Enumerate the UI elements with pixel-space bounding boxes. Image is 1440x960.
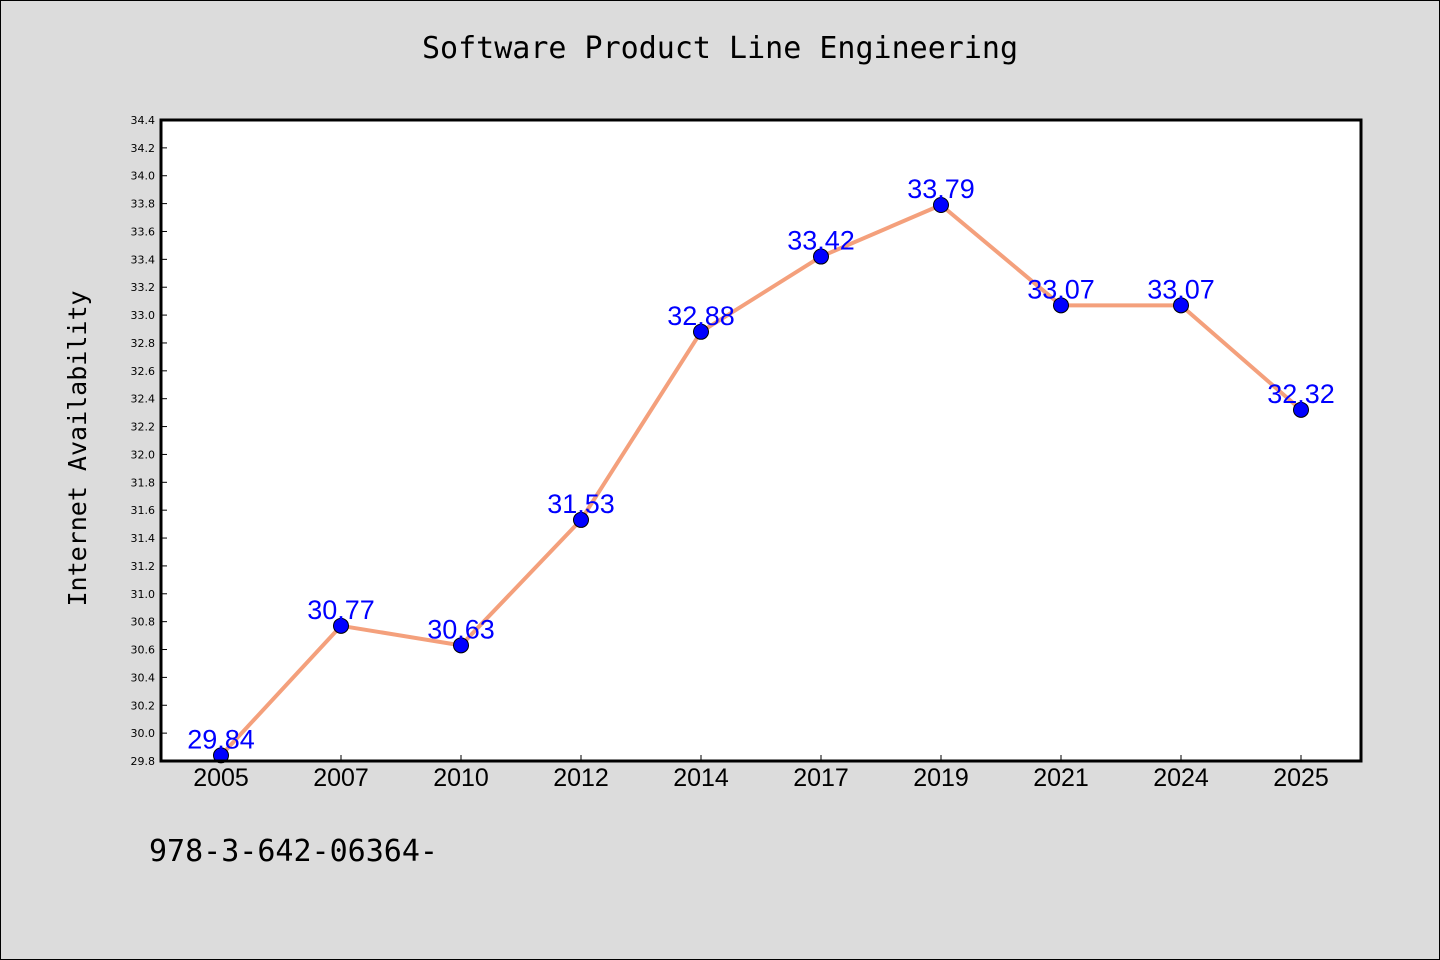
plot-area bbox=[161, 120, 1361, 761]
y-tick-label: 30.4 bbox=[131, 671, 156, 684]
data-label: 33.07 bbox=[1027, 274, 1095, 304]
y-tick-label: 31.4 bbox=[131, 532, 156, 545]
data-point bbox=[453, 637, 469, 654]
data-label: 30.63 bbox=[427, 614, 495, 644]
y-tick-label: 30.2 bbox=[131, 699, 156, 712]
x-tick-label: 2024 bbox=[1153, 764, 1209, 792]
y-tick-label: 31.0 bbox=[131, 588, 156, 601]
data-point bbox=[933, 197, 949, 214]
y-tick-label: 32.4 bbox=[131, 393, 156, 406]
data-point bbox=[573, 511, 589, 528]
x-tick-label: 2010 bbox=[433, 764, 489, 792]
data-label: 33.07 bbox=[1147, 274, 1215, 304]
y-tick-label: 33.4 bbox=[131, 253, 156, 266]
y-tick-label: 34.2 bbox=[131, 142, 156, 155]
y-tick-label: 30.0 bbox=[131, 727, 156, 740]
y-tick-label: 31.8 bbox=[131, 476, 156, 489]
data-label: 33.42 bbox=[787, 226, 855, 256]
data-point bbox=[333, 617, 349, 634]
x-tick-label: 2014 bbox=[673, 764, 729, 792]
y-tick-label: 33.2 bbox=[131, 281, 156, 294]
data-point bbox=[1173, 297, 1189, 314]
x-tick-label: 2007 bbox=[313, 764, 369, 792]
x-tick-label: 2012 bbox=[553, 764, 609, 792]
data-point bbox=[213, 747, 229, 764]
y-tick-label: 32.0 bbox=[131, 448, 156, 461]
data-label: 29.84 bbox=[187, 724, 255, 754]
data-label: 31.53 bbox=[547, 489, 615, 519]
y-tick-label: 31.2 bbox=[131, 560, 156, 573]
x-tick-label: 2019 bbox=[913, 764, 969, 792]
y-tick-label: 32.2 bbox=[131, 421, 156, 434]
plot-frame bbox=[159, 118, 1363, 763]
data-label: 32.32 bbox=[1267, 379, 1335, 409]
y-tick-label: 34.0 bbox=[131, 170, 156, 183]
data-point bbox=[1293, 401, 1309, 418]
data-point bbox=[693, 323, 709, 340]
y-tick-label: 31.6 bbox=[131, 504, 156, 517]
data-label: 30.77 bbox=[307, 595, 375, 625]
y-tick-label: 33.0 bbox=[131, 309, 156, 322]
y-tick-label: 32.6 bbox=[131, 365, 156, 378]
y-tick-label: 34.4 bbox=[131, 114, 156, 127]
y-axis-label: Internet Availability bbox=[63, 290, 92, 606]
y-tick-label: 33.6 bbox=[131, 225, 156, 238]
y-tick-label: 30.8 bbox=[131, 616, 156, 629]
x-tick-label: 2021 bbox=[1033, 764, 1089, 792]
data-label: 32.88 bbox=[667, 301, 735, 331]
data-label: 33.79 bbox=[907, 174, 975, 204]
x-tick-label: 2025 bbox=[1273, 764, 1329, 792]
x-tick-label: 2017 bbox=[793, 764, 849, 792]
x-tick-label: 2005 bbox=[193, 764, 249, 792]
y-tick-label: 30.6 bbox=[131, 644, 156, 657]
footer-note: 978-3-642-06364- bbox=[149, 834, 438, 869]
data-point bbox=[813, 248, 829, 265]
y-tick-label: 33.8 bbox=[131, 198, 156, 211]
chart-title: Software Product Line Engineering bbox=[421, 31, 1019, 66]
y-tick-label: 29.8 bbox=[131, 755, 156, 768]
y-tick-label: 32.8 bbox=[131, 337, 156, 350]
data-point bbox=[1053, 297, 1069, 314]
series-line bbox=[219, 203, 1303, 758]
